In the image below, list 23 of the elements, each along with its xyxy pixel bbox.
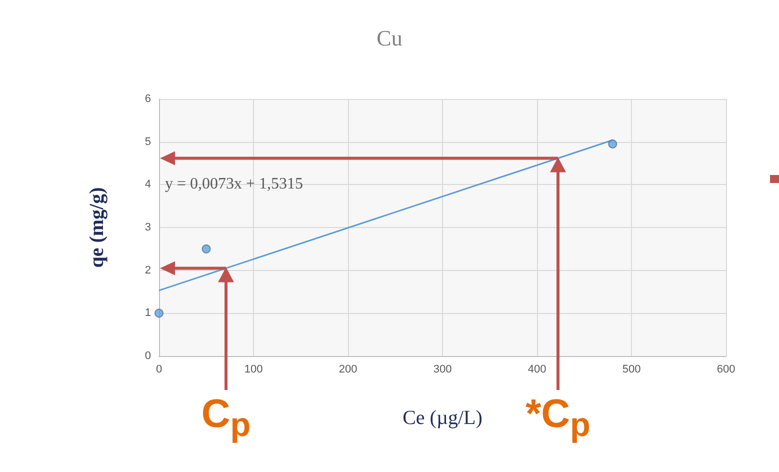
- y-axis-title: qe (mg/g): [86, 187, 108, 268]
- x-axis-title: Ce (µg/L): [402, 407, 482, 429]
- y-tick-label: 3: [144, 222, 151, 234]
- x-tick-label: 100: [244, 364, 263, 376]
- x-tick-label: 500: [622, 364, 641, 376]
- x-tick-label: 600: [716, 364, 736, 376]
- point: [608, 139, 618, 148]
- chart-title: Cu: [376, 26, 402, 50]
- point: [154, 308, 164, 318]
- y-tick-label: 5: [144, 136, 151, 148]
- y-tick-label: 4: [144, 178, 151, 191]
- x-tick-label: 0: [156, 364, 162, 376]
- text: *C$_{p}$: [524, 392, 592, 446]
- x-tick-label: 400: [528, 364, 546, 376]
- point: [202, 244, 211, 254]
- text: C$_{p}$: [200, 392, 252, 446]
- y-tick-label: 0: [144, 350, 151, 362]
- x-tick-label: 300: [433, 364, 452, 376]
- y-tick-label: 6: [144, 93, 151, 105]
- y-tick-label: 2: [144, 264, 151, 276]
- y-tick-label: 1: [144, 307, 151, 320]
- x-tick-label: 200: [338, 364, 358, 376]
- annotation: y = 0,0073x + 1,5315: [165, 176, 304, 192]
